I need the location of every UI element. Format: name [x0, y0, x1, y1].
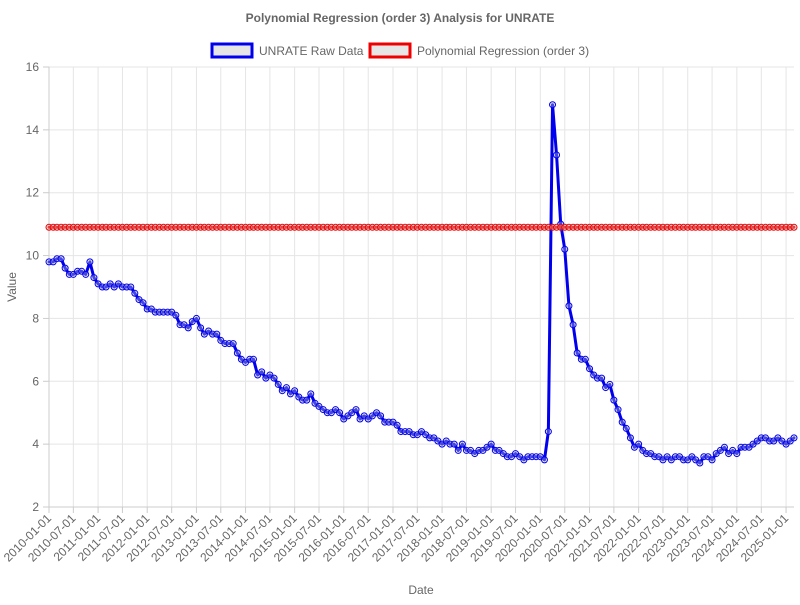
data-point: [57, 255, 65, 263]
data-point: [90, 274, 98, 282]
data-point: [573, 349, 581, 357]
data-point: [303, 396, 311, 404]
legend-swatch-regression: [368, 42, 412, 59]
data-point: [307, 390, 315, 398]
data-point: [540, 456, 548, 464]
data-point: [487, 440, 495, 448]
legend-item-regression[interactable]: Polynomial Regression (order 3): [368, 42, 589, 59]
data-point: [184, 324, 192, 332]
data-point: [258, 368, 266, 376]
data-point: [61, 264, 69, 272]
data-point: [249, 355, 257, 363]
legend-item-raw[interactable]: UNRATE Raw Data: [210, 42, 364, 59]
data-point: [393, 421, 401, 429]
data-point: [454, 446, 462, 454]
data-point: [291, 387, 299, 395]
series-regression: [45, 223, 798, 231]
data-point: [622, 424, 630, 432]
data-point: [544, 428, 552, 436]
data-point: [553, 151, 561, 159]
data-point: [270, 374, 278, 382]
data-point: [450, 440, 458, 448]
data-point: [561, 245, 569, 253]
data-point: [377, 412, 385, 420]
data-point: [282, 384, 290, 392]
data-point: [274, 380, 282, 388]
data-point: [192, 314, 200, 322]
y-axis: 2 4 6 8 10 12 14 16: [26, 60, 50, 514]
legend-swatch-raw: [210, 42, 254, 59]
series-raw-data: [45, 101, 798, 467]
data-point: [336, 409, 344, 417]
data-point: [233, 349, 241, 357]
data-point: [610, 396, 618, 404]
y-tick-label: 4: [32, 437, 39, 451]
data-point: [213, 330, 221, 338]
data-point: [635, 440, 643, 448]
data-point: [127, 283, 135, 291]
y-tick-label: 8: [32, 311, 39, 325]
grid: [48, 66, 794, 508]
x-axis-label: Date: [408, 583, 434, 597]
data-point: [86, 258, 94, 266]
data-point: [549, 101, 557, 109]
legend[interactable]: UNRATE Raw Data Polynomial Regression (o…: [210, 42, 589, 59]
data-point: [696, 459, 704, 467]
legend-label-regression: Polynomial Regression (order 3): [417, 44, 589, 58]
data-point: [352, 406, 360, 414]
data-point: [131, 289, 139, 297]
data-point: [172, 311, 180, 319]
y-tick-label: 10: [26, 249, 40, 263]
x-axis: 2010-01-012010-07-012011-01-012011-07-01…: [1, 506, 794, 565]
data-point: [618, 418, 626, 426]
y-tick-label: 6: [32, 374, 39, 388]
y-tick-label: 2: [32, 500, 39, 514]
data-point: [586, 365, 594, 373]
data-point: [708, 456, 716, 464]
data-point: [614, 406, 622, 414]
data-point: [569, 321, 577, 329]
data-point: [197, 324, 205, 332]
data-point: [458, 440, 466, 448]
data-point: [139, 299, 147, 307]
y-tick-label: 12: [26, 186, 40, 200]
y-axis-label: Value: [5, 272, 19, 302]
data-point: [581, 355, 589, 363]
legend-label-raw: UNRATE Raw Data: [259, 44, 364, 58]
series-layer: [45, 101, 798, 467]
data-point: [229, 340, 237, 348]
data-point: [720, 443, 728, 451]
data-point: [790, 434, 798, 442]
data-point: [790, 223, 798, 231]
data-point: [565, 302, 573, 310]
data-point: [606, 380, 614, 388]
y-tick-label: 14: [26, 123, 40, 137]
y-tick-label: 16: [26, 60, 40, 74]
data-point: [733, 450, 741, 458]
data-point: [598, 374, 606, 382]
data-point: [82, 270, 90, 278]
series-line: [47, 103, 796, 465]
data-point: [626, 434, 634, 442]
chart-title: Polynomial Regression (order 3) Analysis…: [246, 11, 555, 25]
